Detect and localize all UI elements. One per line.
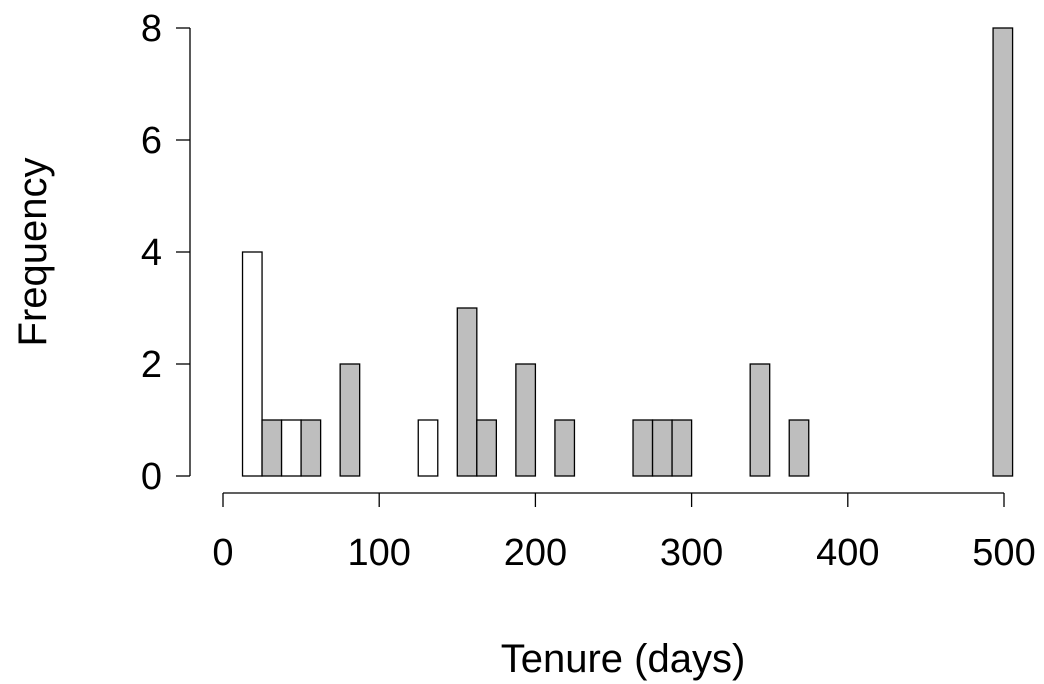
histogram-bar-0 — [241, 251, 263, 477]
plot-area — [241, 27, 1014, 477]
x-tick-label: 300 — [660, 532, 723, 574]
y-tick-label: 2 — [141, 344, 162, 386]
histogram-bar-1 — [261, 419, 283, 477]
histogram-bar-4 — [339, 363, 361, 477]
x-tick-label: 100 — [347, 532, 410, 574]
y-tick-label: 6 — [141, 120, 162, 162]
histogram-bar-11 — [651, 419, 673, 477]
histogram-bar-3 — [300, 419, 322, 477]
histogram-bar-5 — [417, 419, 439, 477]
x-tick-label: 0 — [212, 532, 233, 574]
histogram-bar-2 — [280, 419, 302, 477]
histogram-bar-14 — [788, 419, 810, 477]
x-tick-label: 200 — [504, 532, 567, 574]
x-tick-label: 400 — [816, 532, 879, 574]
y-axis: 0 2 4 6 8 — [141, 8, 191, 498]
x-tick-label: 500 — [972, 532, 1035, 574]
histogram-bar-12 — [671, 419, 693, 477]
histogram-bar-13 — [749, 363, 771, 477]
y-axis-title: Frequency — [11, 158, 55, 347]
x-axis-title: Tenure (days) — [501, 637, 746, 681]
histogram-bar-7 — [476, 419, 498, 477]
histogram-bar-8 — [515, 363, 537, 477]
y-tick-label: 4 — [141, 232, 162, 274]
histogram-bar-9 — [554, 419, 576, 477]
histogram-bar-15 — [992, 27, 1014, 477]
histogram-bar-6 — [456, 307, 478, 477]
x-axis: 0 100 200 300 400 500 — [212, 492, 1036, 574]
y-tick-label: 8 — [141, 8, 162, 50]
histogram-bar-10 — [632, 419, 654, 477]
y-tick-label: 0 — [141, 456, 162, 498]
